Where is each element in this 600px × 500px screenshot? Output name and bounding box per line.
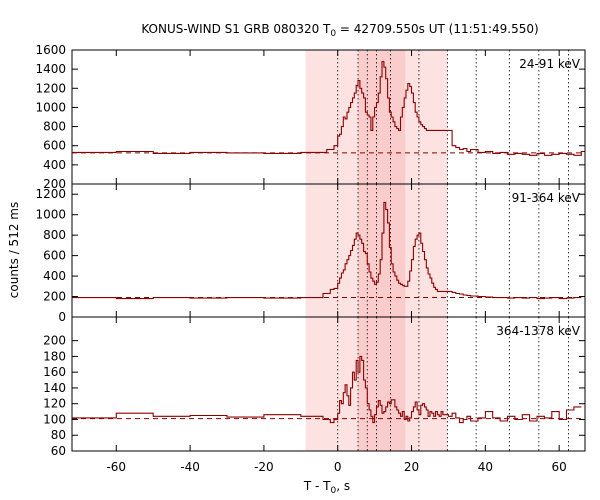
y-tick-label: 1000	[35, 208, 66, 222]
y-tick-label: 160	[43, 365, 66, 379]
panel-1: 200 400 600 800 1000 1200 1400 1600 24-91 keV	[35, 43, 586, 191]
x-tick-label: 20	[404, 460, 419, 474]
x-tick-label: -20	[254, 460, 274, 474]
y-tick-label: 120	[43, 397, 66, 411]
y-tick-label: 200	[43, 334, 66, 348]
y-tick-label: 600	[43, 139, 66, 153]
y-tick-label: 140	[43, 381, 66, 395]
chart-title-sub: 0	[330, 29, 336, 39]
y-tick-label: 0	[58, 310, 66, 324]
energy-band-label: 91-364 keV	[512, 191, 581, 205]
y-tick-label: 600	[43, 249, 66, 263]
y-tick-label: 800	[43, 120, 66, 134]
y-tick-label: 400	[43, 158, 66, 172]
y-tick-label: 1200	[35, 81, 66, 95]
y-tick-label: 60	[51, 444, 66, 458]
panel-2: 0 200 400 600 800 1000 1200 91-364 keV	[35, 183, 586, 324]
x-axis-label-prefix: T - T	[303, 479, 331, 493]
y-tick-label: 200	[43, 177, 66, 191]
x-tick-label: 40	[478, 460, 493, 474]
energy-band-label: 364-1378 keV	[496, 324, 580, 338]
panels: 200 400 600 800 1000 1200 1400 1600 24-91 keV 0 20…	[35, 43, 586, 458]
y-tick-label: 200	[43, 290, 66, 304]
lightcurve-series	[72, 355, 582, 424]
y-tick-label: 80	[51, 428, 66, 442]
panel-frame	[71, 316, 586, 452]
chart-title-prefix: KONUS-WIND S1 GRB 080320 T	[141, 22, 331, 36]
x-tick-label: -60	[106, 460, 126, 474]
y-tick-label: 1400	[35, 62, 66, 76]
y-tick-label: 1000	[35, 100, 66, 114]
x-axis-ticks: -60 -40 -20 0 20 40 60	[106, 460, 566, 474]
energy-band-label: 24-91 keV	[519, 57, 581, 71]
x-tick-label: 60	[552, 460, 567, 474]
x-tick-label: 0	[334, 460, 342, 474]
x-axis-label-sub: 0	[331, 486, 337, 496]
chart-title-suffix: = 42709.550s UT (11:51:49.550)	[336, 22, 539, 36]
x-tick-label: -40	[180, 460, 200, 474]
x-axis-label-suffix: , s	[336, 479, 350, 493]
x-axis-label: T - T0, s	[303, 479, 350, 496]
y-axis-label: counts / 512 ms	[7, 202, 21, 298]
y-tick-label: 1600	[35, 43, 66, 57]
chart-title: KONUS-WIND S1 GRB 080320 T0 = 42709.550s…	[141, 22, 538, 39]
y-tick-label: 180	[43, 349, 66, 363]
y-tick-label: 800	[43, 228, 66, 242]
y-tick-label: 1200	[35, 187, 66, 201]
y-tick-label: 400	[43, 269, 66, 283]
y-tick-label: 100	[43, 412, 66, 426]
lightcurve-series	[72, 60, 585, 156]
lightcurve-series	[72, 201, 582, 300]
